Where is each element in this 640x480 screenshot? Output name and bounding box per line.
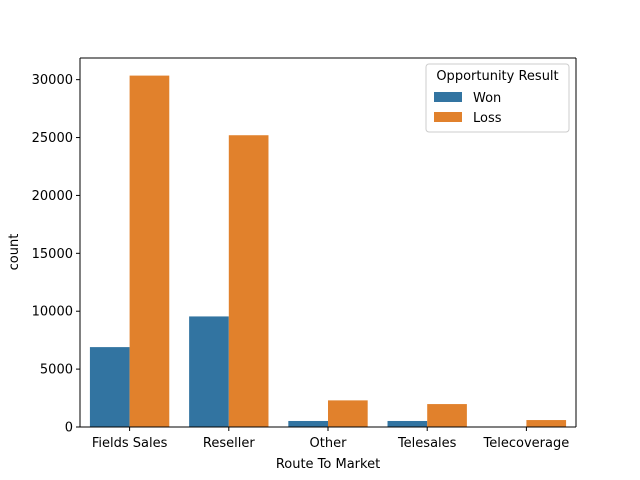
x-tick-label: Telesales <box>397 436 457 451</box>
axes-group: 0 5000 10000 15000 20000 25000 30000 Fields Sal… <box>32 57 577 451</box>
x-tick-label: Other <box>310 436 348 451</box>
legend-swatch-loss <box>434 112 462 122</box>
bar-loss-fields-sales <box>129 75 170 427</box>
y-tick-label: 5000 <box>40 363 73 378</box>
bar-won-reseller <box>189 316 229 427</box>
bars-group <box>89 75 567 427</box>
legend-label-loss: Loss <box>473 111 502 126</box>
y-tick-label: 25000 <box>32 131 73 146</box>
x-tick-label: Fields Sales <box>92 436 168 451</box>
bar-loss-reseller <box>228 135 269 427</box>
bar-loss-telesales <box>427 404 467 427</box>
bar-won-other <box>288 420 328 427</box>
legend-title: Opportunity Result <box>436 69 558 84</box>
y-tick-label: 20000 <box>32 189 73 204</box>
x-tick-label: Reseller <box>203 436 255 451</box>
x-tick-label: Telecoverage <box>483 436 570 451</box>
bar-loss-telecoverage <box>526 420 567 427</box>
x-axis-label: Route To Market <box>276 457 380 472</box>
bar-loss-other <box>328 400 368 427</box>
y-tick-label: 10000 <box>32 305 73 320</box>
legend-label-won: Won <box>473 91 501 106</box>
y-axis-label: count <box>7 234 22 271</box>
y-tick-label: 15000 <box>32 247 73 262</box>
y-tick-label: 0 <box>65 421 73 436</box>
bar-won-telesales <box>387 420 428 427</box>
legend-swatch-won <box>434 92 462 102</box>
legend: Opportunity Result Won Loss <box>425 63 570 133</box>
y-tick-label: 30000 <box>32 73 73 88</box>
bar-won-fields-sales <box>89 347 130 427</box>
